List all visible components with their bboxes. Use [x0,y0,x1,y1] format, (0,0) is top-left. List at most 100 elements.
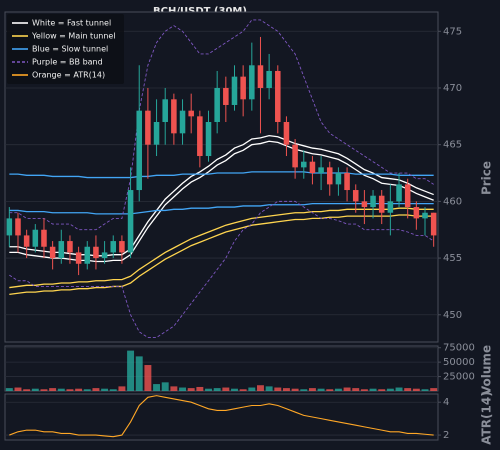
candle-body [266,70,272,88]
legend-label: Purple = BB band [32,58,103,67]
y-tick-label: 460 [443,196,462,207]
legend-label: White = Fast tunnel [32,19,111,28]
volume-bar [257,385,264,391]
volume-bar [92,388,100,391]
volume-bar [343,387,351,391]
volume-bar [40,389,48,391]
volume-bar [395,387,403,391]
candle-body [32,229,39,247]
candle-body [197,116,203,157]
candle-body [6,218,13,236]
candle-body [361,201,368,208]
volume-bar [179,387,186,391]
volume-bar [213,388,221,391]
candle-body [370,195,376,208]
y-tick-label: 475 [443,26,462,37]
legend-label: Blue = Slow tunnel [32,45,108,54]
legend-label: Orange = ATR(14) [32,71,105,80]
y-tick-label: 4 [443,397,449,408]
volume-bar [404,388,412,391]
volume-bar [326,389,334,391]
volume-bar [265,386,273,391]
volume-bar [231,388,238,391]
volume-bar [187,388,195,391]
y-axis-label: Price [480,161,494,195]
candle-body [136,110,143,191]
volume-bar [274,387,282,391]
candle-body [162,99,168,122]
y-tick-label: 75000 [443,343,475,354]
candle-body [110,241,117,253]
volume-bar [421,389,429,391]
candle-body [41,229,47,247]
candle-body [249,65,255,100]
volume-bar [196,386,204,391]
candle-body [335,173,342,185]
candle-body [223,87,229,105]
volume-bar [57,388,65,391]
y-axis-label: Volume [480,345,494,395]
volume-bar [386,388,394,391]
overlay-line [9,171,434,179]
volume-bar [352,388,360,391]
volume-bar [135,356,143,391]
volume-bar [127,350,135,391]
candle-body [344,173,350,191]
volume-bar [170,386,178,391]
candle-body [404,184,411,208]
volume-bar [360,389,368,391]
candle-body [58,241,65,259]
y-axis-label: ATR(14) [480,391,494,444]
candle-body [283,122,290,145]
panel [4,393,439,441]
volume-bar [378,389,386,391]
candle-body [15,218,21,236]
candle-body [430,212,437,236]
candle-body [49,246,56,259]
volume-bar [430,388,438,391]
candle-body [101,252,108,259]
volume-bar [5,388,13,391]
legend-box [7,14,124,84]
y-tick-label: 465 [443,140,462,151]
volume-bar [75,388,83,391]
volume-bar [205,388,212,391]
candle-body [275,70,281,122]
volume-bar [412,388,420,391]
candle-body [119,241,125,253]
y-tick-label: 25000 [443,372,475,383]
volume-bar [118,386,126,391]
volume-bar [49,388,57,391]
volume-bar [308,388,316,391]
candle-body [145,110,151,145]
candle-body [257,65,264,88]
volume-bar [222,387,230,391]
candle-body [84,246,91,264]
volume-bar [291,388,299,391]
panel [4,345,439,392]
candle-body [179,110,186,134]
volume-bar [317,388,325,391]
y-tick-label: 50000 [443,357,475,368]
candle-body [387,201,394,213]
atr-line [9,395,434,438]
overlay-line [9,200,434,338]
candle-body [153,122,160,145]
candle-body [396,184,402,202]
volume-bar [300,389,308,391]
candle-body [292,144,298,168]
overlay-line [9,207,434,289]
volume-bar [334,388,342,391]
candle-body [309,161,316,174]
y-tick-label: 470 [443,83,462,94]
candle-body [240,76,246,100]
candle-body [300,161,307,168]
candle-body [413,207,420,219]
overlay-line [9,214,434,296]
overlay-line [9,19,434,231]
volume-bar [83,389,91,391]
volume-bar [161,382,169,391]
candle-body [231,76,238,105]
candle-body [67,241,73,253]
